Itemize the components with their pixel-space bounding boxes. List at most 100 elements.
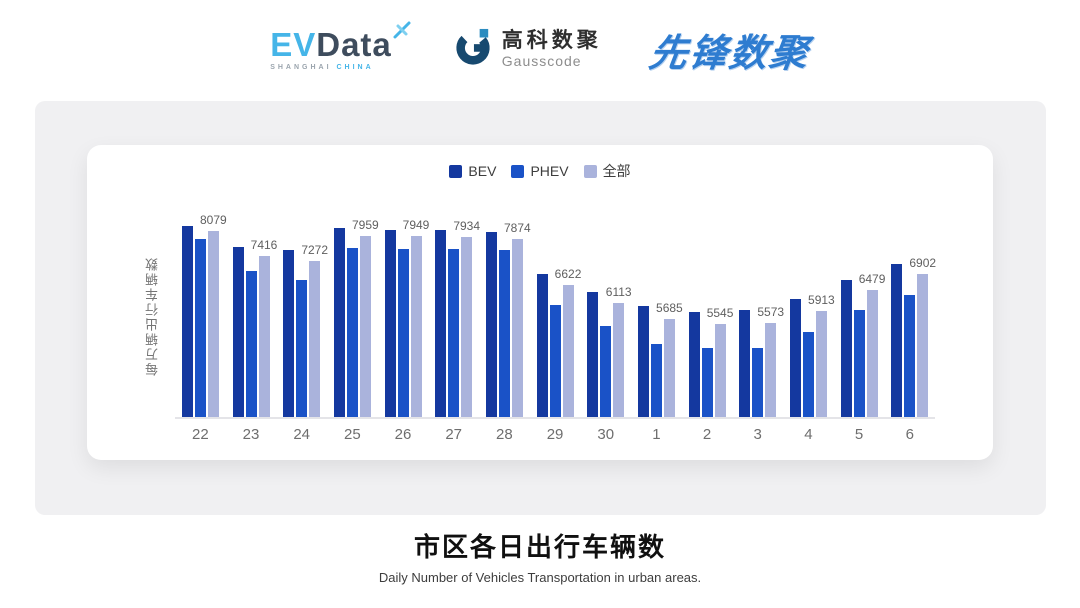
bar-PHEV-24[interactable] — [296, 280, 308, 417]
legend-item-BEV[interactable]: BEV — [449, 163, 496, 179]
legend-label-全部: 全部 — [602, 163, 631, 179]
bar-全部-27[interactable] — [461, 237, 473, 417]
bar-PHEV-2[interactable] — [701, 348, 713, 417]
bar-全部-29[interactable] — [562, 285, 574, 417]
bar-PHEV-4[interactable] — [802, 332, 814, 417]
legend-item-全部[interactable]: 全部 — [583, 161, 631, 181]
bar-全部-2[interactable] — [714, 324, 726, 417]
legend-item-PHEV[interactable]: PHEV — [511, 163, 569, 179]
evdata-data-text: Data — [316, 25, 392, 63]
chart-card: BEV PHEV 全部 每万辆出行车辆数 8079 7416 7272 7959 7949 7… — [87, 145, 993, 460]
bar-PHEV-23[interactable] — [245, 271, 257, 417]
bar-全部-24[interactable] — [309, 261, 321, 417]
bar-全部-26[interactable] — [410, 236, 422, 417]
bar-全部-3[interactable] — [765, 323, 777, 417]
bar-BEV-24[interactable] — [283, 250, 295, 417]
bar-BEV-5[interactable] — [840, 280, 852, 417]
bar-plot-area: 8079 7416 7272 7959 7949 7934 7874 6622 6113 5685… — [175, 213, 937, 419]
legend-swatch-PHEV — [511, 164, 525, 178]
bar-全部-22[interactable] — [207, 231, 219, 417]
evdata-logo: EVData SHANGHAI CHINA — [270, 21, 411, 71]
header-logos: EVData SHANGHAI CHINA — [0, 16, 1080, 82]
value-label-22: 8079 — [199, 213, 227, 227]
bar-BEV-30[interactable] — [587, 292, 599, 417]
bar-BEV-4[interactable] — [789, 299, 801, 417]
bar-BEV-26[interactable] — [384, 230, 396, 417]
bar-group-6: 6902 — [884, 216, 937, 417]
x-tick-24: 24 — [293, 426, 311, 443]
chart-title: 市区各日出行车辆数 — [413, 532, 666, 562]
x-tick-2: 2 — [702, 426, 712, 443]
x-tick-22: 22 — [191, 426, 209, 443]
bar-BEV-28[interactable] — [485, 232, 497, 417]
chart-legend: BEV PHEV 全部 — [87, 161, 993, 181]
bar-PHEV-6[interactable] — [904, 295, 916, 417]
legend-label-BEV: BEV — [468, 163, 497, 179]
bar-group-23: 7416 — [226, 216, 277, 417]
bar-group-3: 5573 — [732, 216, 784, 417]
bar-PHEV-28[interactable] — [498, 250, 510, 417]
value-label-4: 5913 — [808, 293, 835, 307]
bar-BEV-25[interactable] — [333, 228, 345, 417]
bar-全部-28[interactable] — [511, 239, 523, 417]
value-label-28: 7874 — [504, 221, 531, 235]
legend-swatch-BEV — [449, 164, 463, 178]
x-axis-tick-labels: 22 23 24 25 26 27 28 29 30 1 2 3 4 5 6 — [175, 426, 935, 443]
bar-BEV-1[interactable] — [637, 306, 649, 417]
bar-BEV-23[interactable] — [232, 247, 244, 417]
legend-label-PHEV: PHEV — [530, 163, 569, 179]
bar-PHEV-22[interactable] — [194, 239, 206, 417]
x-tick-5: 5 — [854, 426, 864, 443]
bar-BEV-27[interactable] — [435, 230, 447, 417]
x-tick-25: 25 — [344, 426, 361, 443]
gausscode-en: Gausscode — [501, 53, 582, 70]
bar-group-27: 7934 — [428, 216, 481, 417]
bar-BEV-3[interactable] — [739, 310, 751, 417]
bar-PHEV-25[interactable] — [346, 248, 358, 417]
bar-PHEV-26[interactable] — [397, 249, 409, 417]
value-label-6: 6902 — [909, 256, 937, 270]
bar-group-25: 7959 — [327, 216, 379, 417]
value-label-24: 7272 — [301, 243, 329, 257]
x-tick-28: 28 — [496, 426, 513, 443]
bar-全部-5[interactable] — [866, 290, 878, 417]
legend-swatch-全部 — [583, 164, 597, 178]
bar-全部-1[interactable] — [663, 319, 675, 417]
bar-全部-30[interactable] — [613, 303, 625, 417]
gausscode-g-icon — [454, 28, 492, 71]
gausscode-logo: 高科数聚 Gausscode — [454, 28, 602, 71]
x-tick-30: 30 — [597, 426, 615, 443]
gausscode-text: 高科数聚 Gausscode — [502, 29, 602, 69]
x-tick-27: 27 — [445, 426, 463, 443]
value-label-25: 7959 — [351, 218, 379, 232]
value-label-27: 7934 — [453, 219, 481, 233]
bar-PHEV-27[interactable] — [448, 249, 460, 417]
bar-group-5: 6479 — [834, 216, 885, 417]
bar-BEV-2[interactable] — [688, 312, 700, 417]
value-label-26: 7949 — [402, 218, 430, 232]
bar-group-26: 7949 — [378, 216, 429, 417]
bar-PHEV-3[interactable] — [752, 348, 764, 417]
value-label-30: 6113 — [605, 285, 632, 299]
bar-PHEV-30[interactable] — [600, 326, 612, 417]
evdata-sub-left: SHANGHAI — [270, 63, 332, 71]
bar-PHEV-29[interactable] — [549, 305, 561, 417]
x-tick-23: 23 — [242, 426, 260, 443]
x-tick-26: 26 — [394, 426, 412, 443]
bar-BEV-29[interactable] — [536, 274, 548, 417]
x-tick-1: 1 — [652, 426, 661, 443]
bar-group-4: 5913 — [783, 216, 835, 417]
x-tick-6: 6 — [905, 426, 914, 443]
gausscode-cn: 高科数聚 — [501, 28, 602, 52]
bar-BEV-6[interactable] — [891, 264, 903, 417]
bar-BEV-22[interactable] — [181, 226, 193, 417]
bar-全部-6[interactable] — [917, 274, 929, 417]
bar-PHEV-1[interactable] — [650, 344, 662, 417]
bar-group-29: 6622 — [530, 216, 581, 417]
bar-全部-25[interactable] — [359, 236, 371, 417]
bar-全部-4[interactable] — [815, 311, 827, 417]
bar-全部-23[interactable] — [258, 256, 270, 417]
value-label-1: 5685 — [656, 301, 683, 315]
bar-group-2: 5545 — [682, 216, 733, 417]
bar-PHEV-5[interactable] — [853, 310, 865, 417]
